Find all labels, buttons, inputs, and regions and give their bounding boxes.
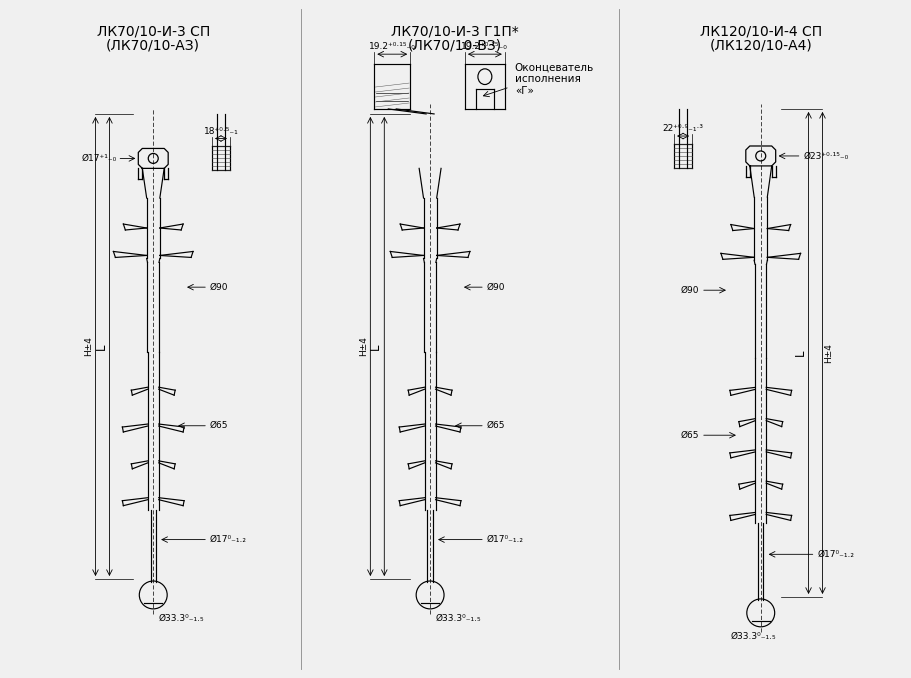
Text: ЛК70/10-И-3 Г1П*: ЛК70/10-И-3 Г1П*: [391, 24, 518, 38]
Text: Ø90: Ø90: [680, 285, 698, 295]
Text: Ø65: Ø65: [680, 431, 698, 440]
Text: Ø65: Ø65: [486, 421, 505, 431]
Text: Ø17⁺¹₋₀: Ø17⁺¹₋₀: [81, 154, 117, 163]
Text: H±4: H±4: [359, 336, 368, 357]
Text: Ø23⁺⁰·¹⁵₋₀: Ø23⁺⁰·¹⁵₋₀: [803, 151, 848, 161]
Text: Ø90: Ø90: [486, 283, 505, 292]
Text: Ø17⁰₋₁.₂: Ø17⁰₋₁.₂: [210, 535, 247, 544]
Text: Ø17⁰₋₁.₂: Ø17⁰₋₁.₂: [816, 550, 854, 559]
Text: (ЛК70/10-ВЗ): (ЛК70/10-ВЗ): [407, 38, 502, 52]
Text: Ø33.3⁰₋₁.₅: Ø33.3⁰₋₁.₅: [158, 614, 204, 623]
Text: Ø90: Ø90: [210, 283, 229, 292]
Text: 19.2⁺⁰·¹⁵₋₀: 19.2⁺⁰·¹⁵₋₀: [461, 42, 507, 51]
Text: Оконцеватель
исполнения
«Г»: Оконцеватель исполнения «Г»: [514, 62, 593, 96]
Text: Ø17⁰₋₁.₂: Ø17⁰₋₁.₂: [486, 535, 523, 544]
Text: Ø33.3⁰₋₁.₅: Ø33.3⁰₋₁.₅: [435, 614, 480, 623]
Text: L: L: [369, 343, 382, 350]
Text: Ø33.3⁰₋₁.₅: Ø33.3⁰₋₁.₅: [730, 632, 775, 641]
Text: (ЛК70/10-АЗ): (ЛК70/10-АЗ): [106, 38, 200, 52]
Text: (ЛК120/10-А4): (ЛК120/10-А4): [709, 38, 811, 52]
Text: 19.2⁺⁰·¹⁵₋₀: 19.2⁺⁰·¹⁵₋₀: [368, 42, 415, 51]
Text: L: L: [95, 343, 107, 350]
Text: 22⁺⁰·⁹₋₁·³: 22⁺⁰·⁹₋₁·³: [661, 124, 702, 133]
Text: L: L: [793, 350, 805, 356]
Text: H±4: H±4: [824, 343, 833, 363]
Text: 18⁺⁰·⁵₋₁: 18⁺⁰·⁵₋₁: [203, 127, 238, 136]
Text: ЛК120/10-И-4 СП: ЛК120/10-И-4 СП: [699, 24, 821, 38]
Text: ЛК70/10-И-3 СП: ЛК70/10-И-3 СП: [97, 24, 210, 38]
Text: Ø65: Ø65: [210, 421, 229, 431]
Text: H±4: H±4: [85, 336, 94, 357]
